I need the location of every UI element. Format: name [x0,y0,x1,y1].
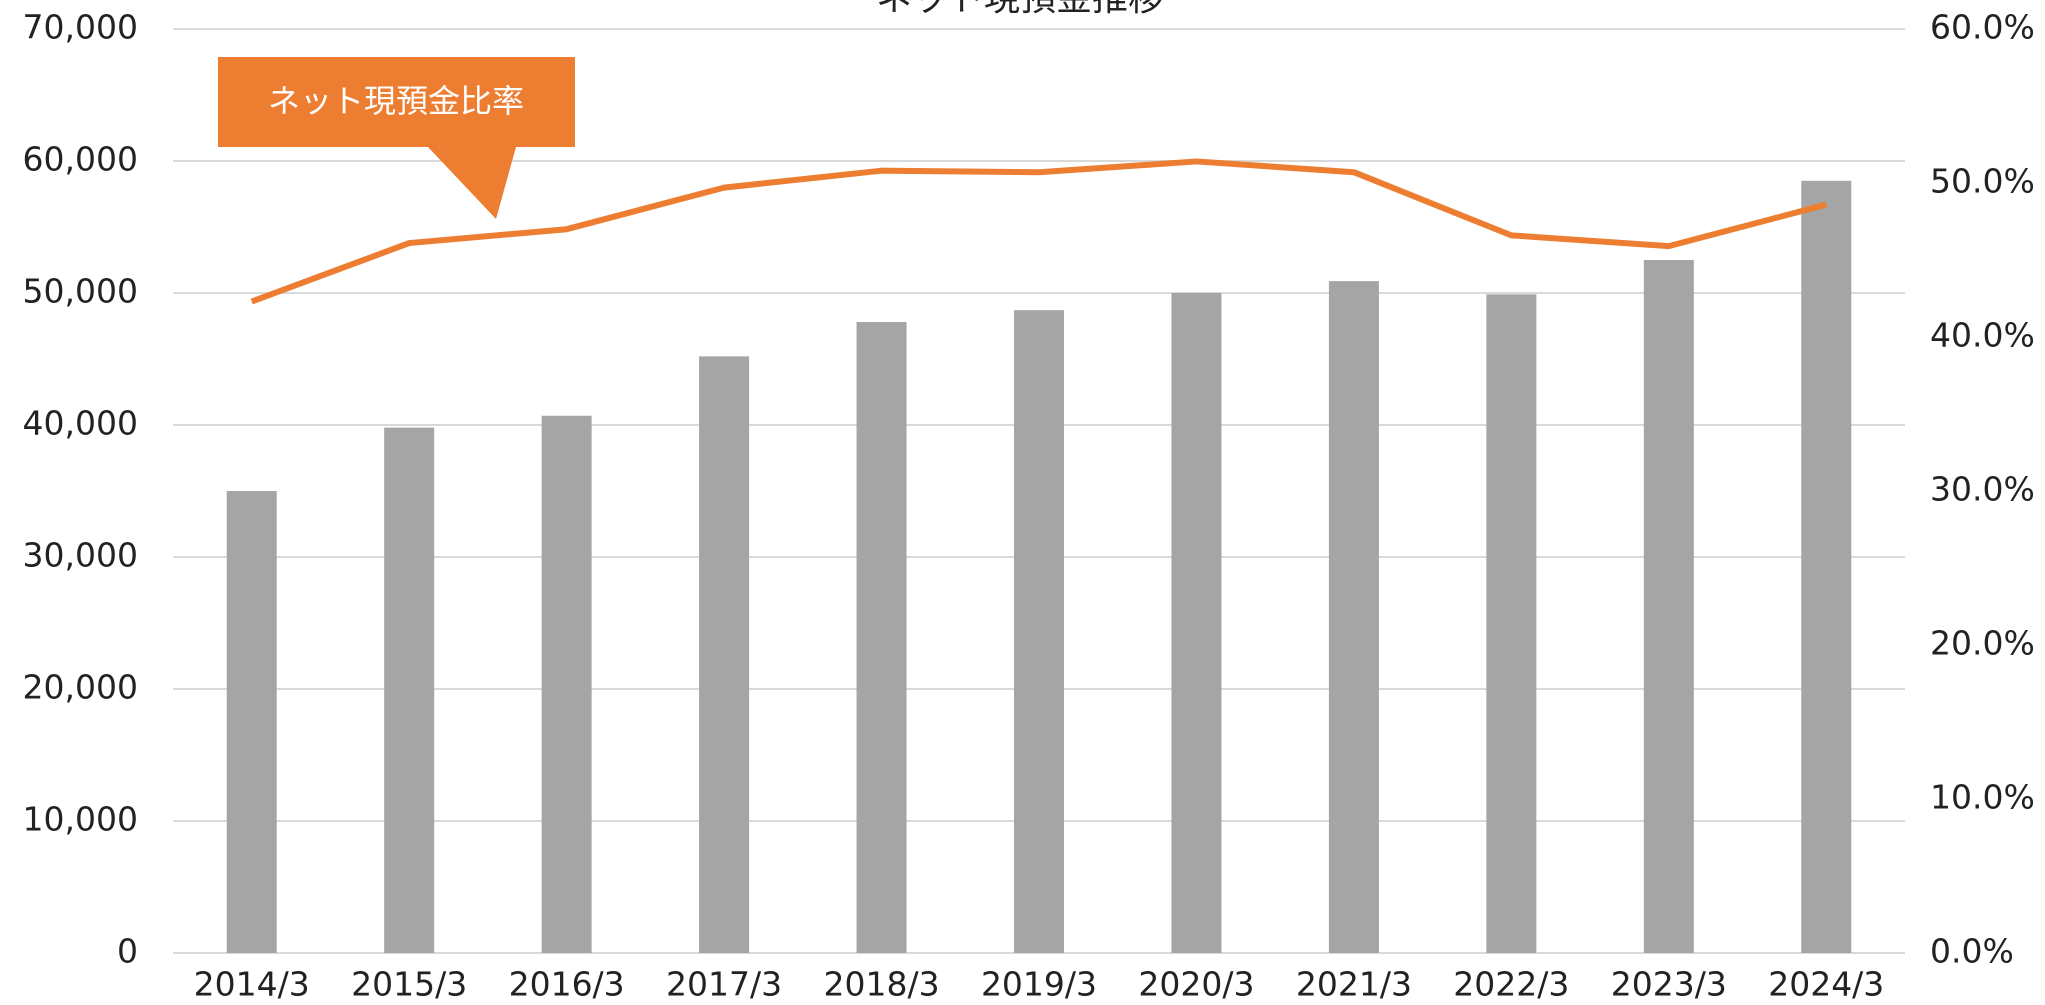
x-tick-label: 2014/3 [194,965,310,1004]
y2-tick-label: 30.0% [1930,470,2035,509]
y-tick-label: 30,000 [23,536,138,575]
y2-tick-label: 60.0% [1930,8,2035,47]
x-tick-label: 2024/3 [1768,965,1884,1004]
y2-tick-label: 20.0% [1930,624,2035,663]
y-tick-label: 10,000 [23,800,138,839]
callout-box [218,57,575,219]
x-tick-label: 2016/3 [509,965,625,1004]
y-tick-label: 50,000 [23,272,138,311]
chart-title: ネット現預金推移 [876,0,1164,19]
bar [541,415,592,953]
bar [384,427,435,953]
x-tick-label: 2019/3 [981,965,1097,1004]
x-tick-label: 2023/3 [1611,965,1727,1004]
x-tick-label: 2018/3 [823,965,939,1004]
bar [856,322,907,953]
y2-tick-label: 50.0% [1930,162,2035,201]
x-tick-label: 2017/3 [666,965,782,1004]
bar [1486,294,1537,953]
y2-tick-label: 40.0% [1930,316,2035,355]
y2-tick-label: 10.0% [1930,778,2035,817]
y-tick-label: 60,000 [23,140,138,179]
bar [1643,260,1694,953]
line [250,158,1828,305]
x-tick-label: 2022/3 [1453,965,1569,1004]
x-tick-label: 2020/3 [1138,965,1254,1004]
y-tick-label: 40,000 [23,404,138,443]
x-tick-label: 2015/3 [351,965,467,1004]
y-tick-label: 0 [117,932,138,971]
x-tick-label: 2021/3 [1296,965,1412,1004]
bar [1014,310,1064,953]
bar [226,491,277,953]
callout-label: ネット現預金比率 [268,82,524,120]
bar [1171,293,1222,953]
y-tick-label: 70,000 [23,8,138,47]
bar [1328,281,1379,953]
y-tick-label: 20,000 [23,668,138,707]
bar [699,356,750,953]
y2-tick-label: 0.0% [1930,932,2014,971]
bar [1801,180,1852,954]
